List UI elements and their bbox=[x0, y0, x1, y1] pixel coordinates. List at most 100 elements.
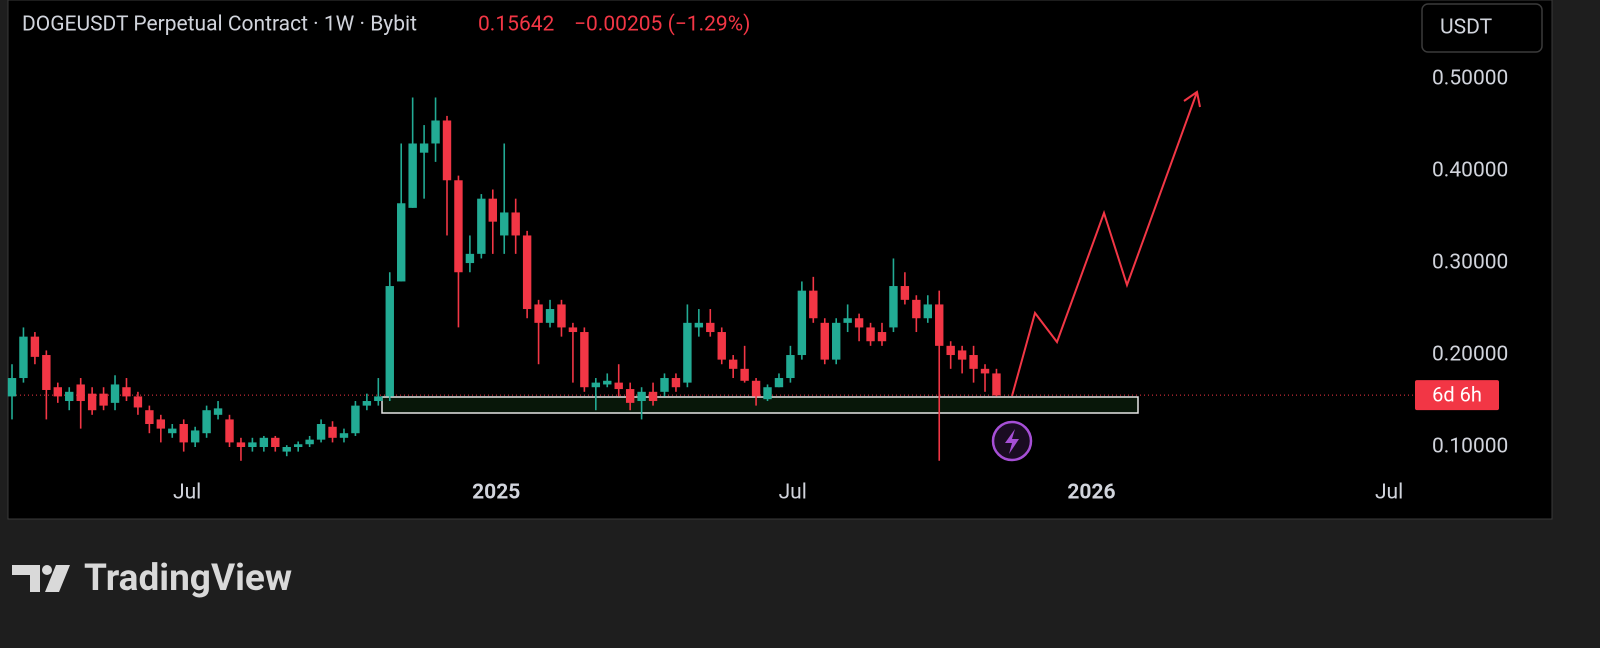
candle-body bbox=[500, 212, 509, 236]
candle-body bbox=[408, 143, 417, 208]
chart-panel bbox=[7, 0, 1553, 520]
candle-body bbox=[912, 299, 921, 319]
x-tick-label: 2025 bbox=[472, 481, 520, 505]
brand-name: TradingView bbox=[84, 557, 292, 600]
candle-body bbox=[706, 322, 715, 333]
candle-body bbox=[877, 332, 887, 342]
y-tick-label: 0.10000 bbox=[1432, 435, 1508, 459]
candle-body bbox=[545, 309, 555, 323]
chart-title: DOGEUSDT Perpetual Contract · 1W · Bybit bbox=[22, 13, 417, 37]
candle-body bbox=[316, 424, 326, 440]
candle-body bbox=[385, 286, 394, 397]
alert-icon[interactable] bbox=[991, 420, 1033, 462]
candle-body bbox=[179, 424, 188, 443]
countdown-label: 6d 6h bbox=[1432, 382, 1482, 406]
candle-body bbox=[591, 382, 601, 388]
candles bbox=[7, 97, 1001, 461]
forecast-arrow bbox=[1011, 91, 1198, 397]
candle-body bbox=[889, 286, 898, 328]
candle-body bbox=[557, 304, 566, 328]
candle-body bbox=[362, 401, 372, 406]
countdown-box bbox=[1415, 380, 1499, 411]
candle-body bbox=[797, 290, 807, 356]
candle-body bbox=[339, 433, 349, 438]
candle-body bbox=[809, 290, 818, 319]
candle-body bbox=[351, 405, 360, 434]
y-tick-label: 0.40000 bbox=[1432, 159, 1508, 183]
candle-body bbox=[625, 389, 635, 403]
logo-dot bbox=[42, 565, 52, 575]
support-zone bbox=[381, 396, 1139, 414]
candle-body bbox=[728, 359, 738, 369]
candle-body bbox=[122, 387, 131, 397]
candle-body bbox=[87, 393, 97, 411]
candle-body bbox=[648, 391, 658, 402]
x-tick-label: Jul bbox=[1375, 481, 1403, 505]
candle-body bbox=[671, 378, 681, 388]
candle-body bbox=[683, 322, 692, 383]
candle-body bbox=[854, 318, 864, 328]
x-tick-label: Jul bbox=[779, 481, 807, 505]
candle-body bbox=[568, 327, 578, 333]
candle-body bbox=[786, 355, 795, 379]
candle-body bbox=[923, 304, 932, 319]
logo-t bbox=[12, 565, 40, 592]
candle-body bbox=[660, 378, 669, 392]
candle-body bbox=[614, 382, 623, 390]
candle-body bbox=[271, 437, 280, 448]
candle-body bbox=[248, 442, 257, 448]
candle-body bbox=[397, 203, 406, 282]
candle-body bbox=[534, 304, 543, 323]
candle-body bbox=[832, 322, 841, 360]
candle-body bbox=[76, 384, 85, 402]
candle-body bbox=[110, 384, 120, 403]
candle-body bbox=[511, 212, 520, 236]
last-price: 0.15642 bbox=[478, 13, 555, 37]
candle-body bbox=[477, 198, 486, 254]
candle-body bbox=[774, 378, 784, 388]
candle-body bbox=[133, 396, 143, 408]
candle-body bbox=[637, 391, 646, 402]
x-tick-label: 2026 bbox=[1067, 481, 1115, 505]
candle-body bbox=[900, 286, 910, 300]
candle-body bbox=[419, 143, 429, 153]
grid-layer bbox=[8, 78, 1420, 508]
candle-body bbox=[168, 428, 177, 434]
alert-bolt bbox=[1005, 429, 1019, 454]
candle-body bbox=[751, 380, 761, 397]
candle-body bbox=[236, 442, 246, 448]
candle-body bbox=[65, 391, 74, 402]
candle-body bbox=[843, 318, 852, 323]
candle-body bbox=[465, 253, 475, 264]
x-tick-label: Jul bbox=[173, 481, 201, 505]
candle-body bbox=[145, 410, 154, 425]
candle-body bbox=[980, 368, 990, 374]
candle-body bbox=[969, 355, 978, 369]
candle-body bbox=[740, 368, 749, 381]
candle-body bbox=[53, 387, 62, 397]
candle-body bbox=[488, 198, 497, 222]
candle-body bbox=[431, 120, 440, 144]
candle-body bbox=[935, 304, 944, 346]
currency-label[interactable]: USDT bbox=[1440, 16, 1493, 40]
price-change: −0.00205 (−1.29%) bbox=[574, 13, 750, 37]
currency-box[interactable] bbox=[1421, 3, 1543, 53]
candle-body bbox=[820, 322, 829, 360]
candle-body bbox=[957, 350, 967, 360]
candle-body bbox=[7, 378, 17, 397]
candle-body bbox=[603, 380, 612, 385]
candle-body bbox=[156, 419, 166, 429]
currency-button[interactable]: USDT bbox=[1421, 3, 1543, 53]
brand-logo: TradingView bbox=[12, 557, 292, 600]
candle-body bbox=[946, 345, 955, 356]
candle-body bbox=[259, 437, 269, 448]
candle-body bbox=[992, 373, 1001, 396]
candle-body bbox=[580, 332, 589, 388]
candle-body bbox=[42, 355, 51, 390]
arrow-head bbox=[1183, 90, 1201, 108]
candle-body bbox=[190, 430, 200, 443]
candle-body bbox=[694, 322, 704, 328]
candle-body bbox=[202, 410, 211, 434]
